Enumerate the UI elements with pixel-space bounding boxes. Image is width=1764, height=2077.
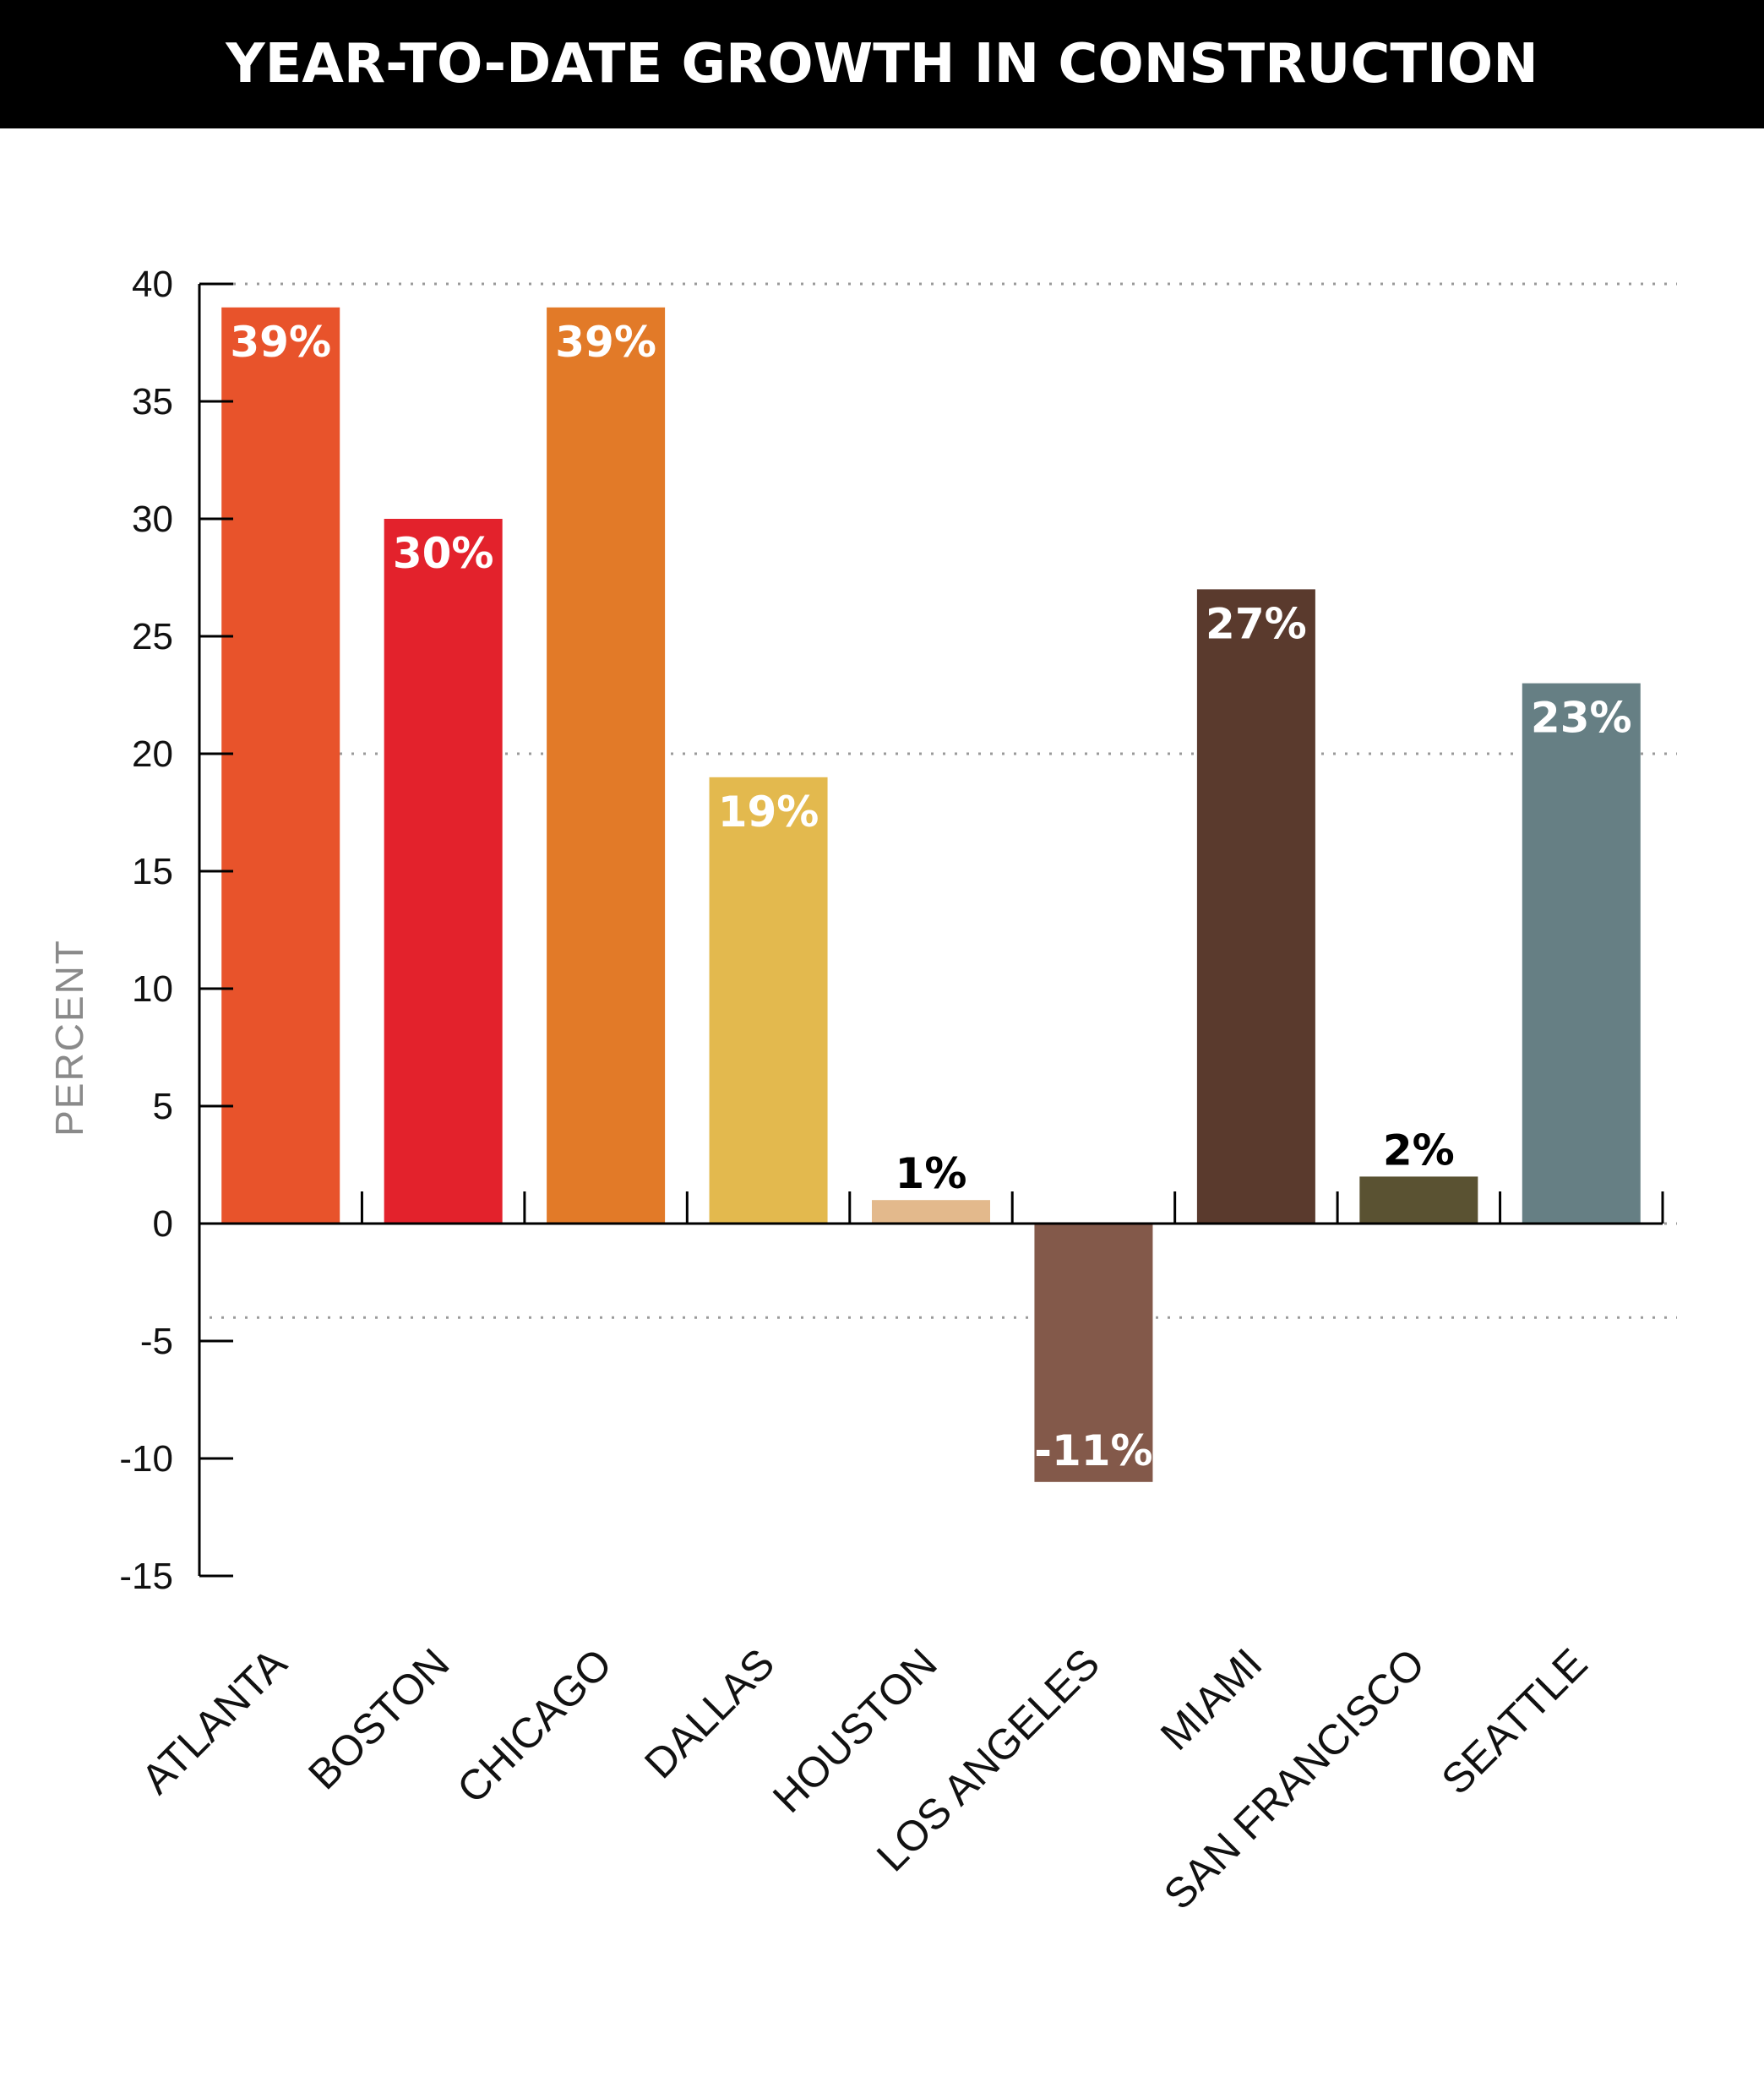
y-tick-label: 40 xyxy=(132,264,173,305)
data-label: 23% xyxy=(1531,694,1632,743)
data-label: 19% xyxy=(718,788,819,837)
y-tick-label: -15 xyxy=(119,1556,173,1597)
y-tick-label: 15 xyxy=(132,851,173,892)
labels: 39% ATLANTA 30% BOSTON 39% CHICAGO 19% DALLAS 1%… xyxy=(119,264,1631,1919)
y-tick-label: 0 xyxy=(153,1203,173,1245)
bar-los-angeles xyxy=(1034,1224,1153,1482)
x-tick-label: CHICAGO xyxy=(448,1639,621,1813)
x-tick-label: HOUSTON xyxy=(764,1639,946,1822)
bar-houston xyxy=(872,1200,990,1224)
bar-san-francisco xyxy=(1359,1176,1478,1224)
axes xyxy=(198,282,1664,1578)
title-bar: YEAR-TO-DATE GROWTH IN CONSTRUCTION xyxy=(0,0,1764,128)
y-tick-label: 25 xyxy=(132,616,173,657)
bar-miami xyxy=(1196,589,1315,1224)
y-tick-label: -10 xyxy=(119,1438,173,1480)
x-tick-label: SEATTLE xyxy=(1432,1639,1596,1803)
bar-atlanta xyxy=(221,307,340,1224)
data-label: 39% xyxy=(555,318,656,367)
y-tick-label: 35 xyxy=(132,381,173,422)
y-axis-label: PERCENT xyxy=(47,939,91,1137)
y-tick-label: 20 xyxy=(132,733,173,775)
data-label: 2% xyxy=(1383,1126,1455,1175)
data-label: 1% xyxy=(896,1149,967,1198)
data-label: 30% xyxy=(393,529,494,578)
chart-title: YEAR-TO-DATE GROWTH IN CONSTRUCTION xyxy=(226,33,1538,95)
bar-chicago xyxy=(547,307,666,1224)
bar-boston xyxy=(384,519,503,1224)
x-tick-label: BOSTON xyxy=(299,1639,458,1798)
data-label: 27% xyxy=(1206,599,1307,648)
data-label: 39% xyxy=(230,318,331,367)
x-tick-label: ATLANTA xyxy=(133,1639,297,1803)
data-label: -11% xyxy=(1034,1426,1152,1475)
bar-dallas xyxy=(709,777,828,1224)
x-tick-label: DALLAS xyxy=(635,1639,783,1787)
y-tick-label: 30 xyxy=(132,499,173,540)
x-tick-label: MIAMI xyxy=(1152,1639,1271,1759)
y-tick-label: 5 xyxy=(153,1086,173,1127)
y-tick-label: 10 xyxy=(132,968,173,1010)
bar-seattle xyxy=(1522,683,1641,1224)
y-tick-label: -5 xyxy=(140,1321,173,1362)
bars xyxy=(221,307,1641,1482)
